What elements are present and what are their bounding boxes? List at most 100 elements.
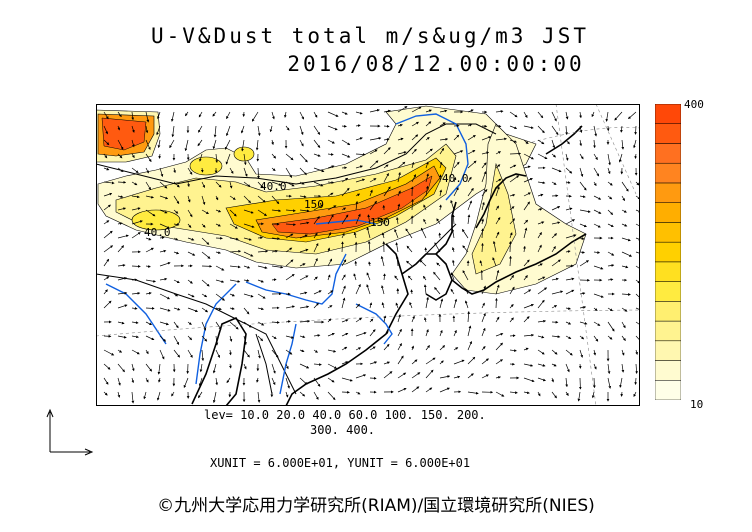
wind-arrow (184, 139, 189, 152)
wind-arrow (579, 223, 587, 228)
wind-arrow (591, 391, 595, 399)
reference-axes-icon (46, 408, 94, 456)
wind-arrow (169, 139, 175, 149)
wind-arrow (397, 106, 408, 113)
wind-arrow (145, 377, 149, 383)
wind-arrow (452, 214, 455, 225)
wind-arrow (187, 321, 192, 325)
wind-arrow (481, 285, 486, 295)
wind-arrow (313, 391, 319, 400)
wind-arrow (523, 139, 529, 144)
wind-arrow (565, 153, 569, 161)
wind-arrow (450, 199, 455, 211)
wind-arrow (271, 195, 280, 205)
wind-arrow (509, 175, 520, 183)
wind-arrow (481, 242, 484, 253)
wind-arrow (103, 125, 108, 135)
wind-arrow (537, 263, 543, 267)
wind-vectors (103, 106, 640, 404)
wind-arrow (229, 181, 233, 189)
wind-arrow (621, 265, 629, 269)
wind-arrow (537, 363, 546, 367)
wind-arrow (145, 349, 149, 355)
wind-arrow (492, 240, 497, 253)
wind-arrow (621, 349, 625, 356)
wind-arrow (157, 363, 161, 375)
wind-arrow (131, 377, 135, 384)
wind-arrow (565, 335, 572, 339)
wind-arrow (159, 223, 170, 229)
wind-arrow (229, 363, 232, 369)
wind-arrow (565, 250, 571, 253)
wind-arrow (117, 245, 125, 253)
wind-arrow (285, 349, 293, 355)
colorbar-swatch (655, 360, 681, 381)
wind-arrow (313, 242, 319, 253)
wind-arrow (327, 377, 335, 383)
wind-arrow (215, 293, 225, 301)
wind-arrow (299, 221, 310, 225)
wind-arrow (243, 195, 251, 204)
wind-arrow (425, 329, 429, 337)
wind-arrow (313, 216, 320, 225)
wind-arrow (173, 321, 179, 329)
wind-arrow (131, 232, 141, 239)
colorbar-swatch (655, 320, 681, 342)
wind-arrow (117, 363, 125, 373)
wind-arrow (341, 177, 349, 183)
wind-arrow (103, 181, 115, 185)
wind-arrow (271, 349, 279, 358)
wind-arrow (621, 363, 625, 373)
wind-arrow (299, 167, 307, 176)
wind-arrow (229, 335, 233, 342)
wind-arrow (537, 125, 545, 134)
wind-arrow (411, 345, 414, 351)
wind-arrow (159, 349, 165, 360)
wind-arrow (467, 373, 474, 379)
wind-arrow (425, 387, 433, 393)
wind-arrow (157, 139, 161, 149)
wind-arrow (198, 125, 203, 133)
wind-arrow (369, 329, 376, 337)
wind-arrow (201, 307, 209, 313)
wind-arrow (341, 207, 347, 211)
wind-arrow (495, 231, 500, 239)
wind-arrow (117, 321, 125, 325)
wind-arrow (201, 349, 205, 362)
wind-arrow (411, 359, 418, 365)
wind-arrow (299, 125, 304, 136)
wind-arrow (271, 335, 277, 339)
wind-arrow (523, 111, 528, 119)
wind-arrow (299, 248, 309, 253)
wind-arrow (383, 109, 391, 113)
wind-arrow (341, 319, 349, 323)
wind-arrow (383, 273, 386, 281)
wind-arrow (183, 377, 189, 389)
wind-arrow (187, 167, 193, 175)
wind-arrow (156, 125, 161, 136)
wind-arrow (551, 111, 557, 122)
wind-arrow (537, 244, 542, 253)
wind-arrow (212, 363, 217, 374)
wind-arrow (607, 223, 614, 227)
wind-arrow (299, 391, 306, 397)
wind-arrow (215, 377, 219, 386)
wind-arrow (243, 223, 255, 228)
wind-arrow (495, 178, 502, 183)
wind-arrow (327, 349, 337, 353)
wind-arrow (103, 167, 110, 171)
wind-arrow (495, 359, 503, 365)
wind-arrow (453, 298, 458, 309)
wind-arrow (285, 209, 296, 213)
wind-arrow (481, 151, 490, 155)
wind-arrow (145, 247, 154, 253)
wind-arrow (369, 137, 382, 141)
wind-arrow (353, 232, 357, 239)
wind-arrow (369, 149, 378, 155)
wind-arrow (481, 374, 489, 379)
wind-arrow (419, 259, 427, 267)
wind-arrow (451, 228, 455, 239)
wind-arrow (551, 167, 562, 173)
wind-arrow (257, 349, 261, 359)
wind-arrow (439, 360, 444, 365)
